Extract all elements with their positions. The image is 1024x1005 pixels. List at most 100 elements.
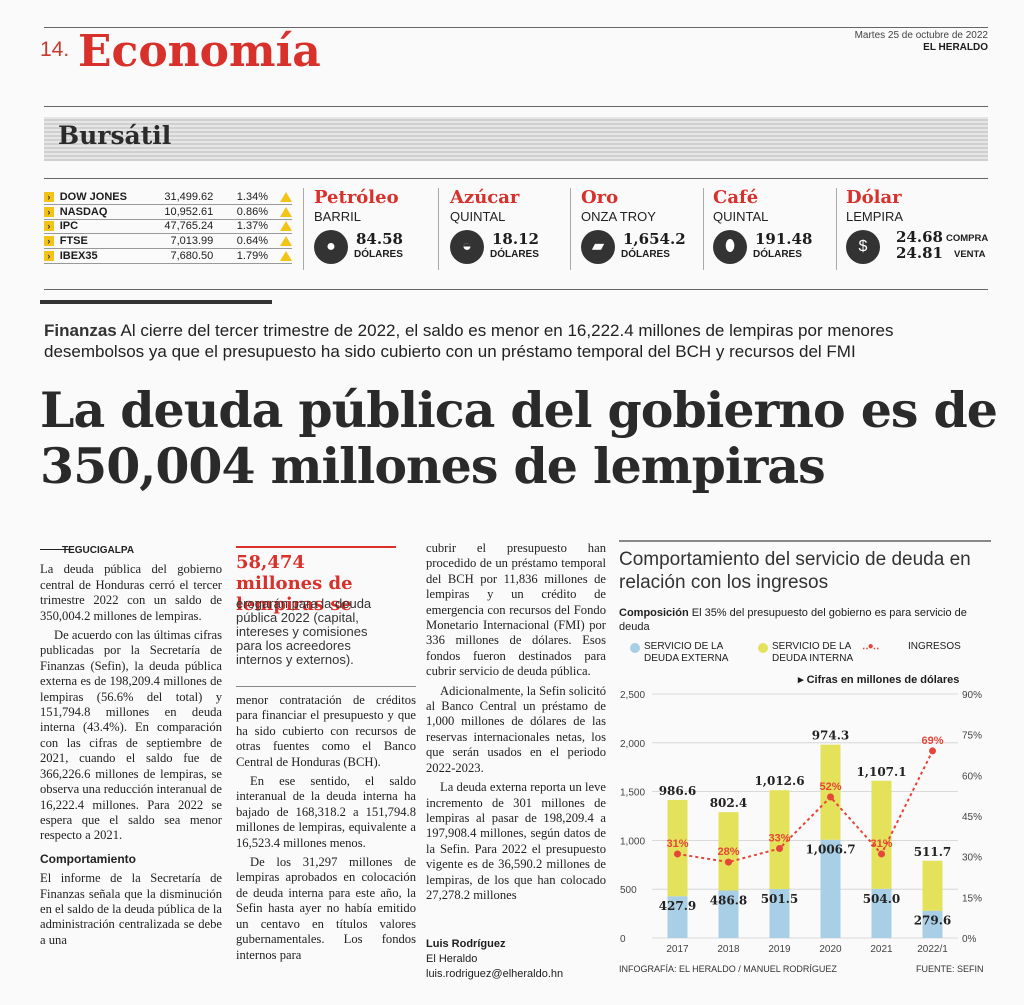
income-label: 31% — [666, 838, 688, 850]
data-label-internal: 986.6 — [659, 784, 697, 798]
byline: Luis Rodríguez El Heraldo luis.rodriguez… — [426, 937, 563, 982]
stock-change: 0.64% — [236, 235, 268, 248]
article-headline: La deuda pública del gobierno es de 350,… — [40, 381, 998, 495]
stock-value: 31,499.62 — [164, 190, 214, 203]
data-label-external: 504.0 — [863, 892, 901, 906]
commodity-unit: QUINTAL — [713, 209, 769, 224]
x-tick-label: 2017 — [666, 944, 689, 954]
pull-quote-bottom-rule — [236, 686, 416, 687]
income-label: 28% — [717, 846, 739, 858]
commodity-unit: ONZA TROY — [581, 209, 656, 224]
x-tick-label: 2019 — [768, 944, 791, 954]
article-kicker: Finanzas Al cierre del tercer trimestre … — [44, 320, 994, 362]
article-column-1: TEGUCIGALPA La deuda pública del gobiern… — [40, 542, 222, 952]
section-title: Economía — [78, 26, 321, 77]
y-tick-label: 0 — [620, 934, 626, 945]
stock-change: 0.86% — [236, 205, 268, 218]
income-label: 31% — [870, 838, 892, 850]
paragraph: De los 31,297 millones de lempiras aprob… — [236, 855, 416, 962]
triangle-up-icon — [279, 251, 292, 262]
commodity-azucar: Azúcar QUINTAL ◒ 18.12 DÓLARES — [450, 188, 578, 270]
paragraph: Adicionalmente, la Sefin solicitó al Ban… — [426, 683, 606, 775]
market-band — [44, 117, 988, 161]
dollar-sell-label: VENTA — [954, 249, 986, 260]
paragraph: La deuda pública del gobierno central de… — [40, 562, 222, 623]
subhead: Comportamiento — [40, 851, 136, 866]
stock-row: › IPC 47,765.24 1.37% — [44, 220, 292, 235]
stock-value: 7,013.99 — [170, 235, 214, 248]
paragraph: De acuerdo con las últimas cifras public… — [40, 628, 222, 843]
data-label-external: 427.9 — [659, 899, 697, 913]
x-tick-label: 2021 — [870, 944, 893, 954]
income-label: 69% — [921, 735, 943, 747]
y2-tick-label: 15% — [962, 893, 982, 904]
commodity-cafe: Café QUINTAL ⬮ 191.48 DÓLARES — [713, 188, 841, 270]
chart-top-rule — [619, 540, 991, 542]
kicker-label: Finanzas — [44, 321, 117, 340]
bar-external — [718, 890, 739, 938]
newspaper-name: EL HERALDO — [923, 42, 988, 53]
data-label-internal: 1,012.6 — [754, 774, 804, 788]
y2-tick-label: 60% — [962, 771, 982, 782]
y-tick-label: 1,000 — [620, 836, 645, 847]
author-email[interactable]: luis.rodriguez@elheraldo.hn — [426, 968, 564, 980]
data-label-external: 1,006.7 — [805, 843, 855, 857]
bar-internal — [769, 790, 790, 890]
coffee-bean-icon: ⬮ — [713, 230, 747, 264]
commodity-currency: DÓLARES — [490, 249, 539, 260]
chart-title: Comportamiento del servicio de deuda en … — [619, 549, 971, 593]
legend-internal: SERVICIO DE LA DEUDA INTERNA — [758, 641, 882, 665]
commodity-value: 18.12 — [492, 230, 539, 248]
bar-internal — [718, 812, 739, 891]
stock-name: FTSE — [59, 235, 88, 248]
paragraph: En ese sentido, el saldo interanual de l… — [236, 774, 416, 850]
bar-internal — [922, 860, 943, 911]
commodity-currency: DÓLARES — [354, 249, 403, 260]
pull-quote-text: erogarán para la deuda pública 2022 (cap… — [236, 596, 372, 667]
chart-credit: INFOGRAFÍA: EL HERALDO / MANUEL RODRÍGUE… — [619, 964, 837, 974]
x-tick-label: 2022/1 — [917, 944, 948, 954]
legend-label: SERVICIO DE LA DEUDA EXTERNA — [644, 641, 729, 664]
stock-change: 1.37% — [236, 220, 268, 233]
stock-change: 1.34% — [236, 190, 268, 203]
income-point — [878, 850, 885, 858]
income-label: 33% — [768, 833, 790, 845]
commodity-value: 1,654.2 — [623, 230, 686, 248]
dateline: TEGUCIGALPA — [62, 545, 135, 556]
y-tick-label: 1,500 — [620, 788, 645, 799]
composition-label: Composición — [619, 607, 689, 619]
paragraph: cubrir el presupuesto han procedido de u… — [426, 541, 606, 679]
commodity-currency: DÓLARES — [753, 249, 802, 260]
stock-name: NASDAQ — [59, 205, 108, 218]
commodity-currency: DÓLARES — [621, 249, 670, 260]
bar-external — [922, 910, 943, 938]
chart-note-text: Cifras en millones de dólares — [806, 674, 960, 686]
legend-income: ‥●‥ INGRESOS — [862, 641, 978, 653]
pull-quote-figure: 58,474 millones de lempiras se — [236, 552, 353, 615]
x-tick-label: 2020 — [819, 944, 842, 954]
income-point — [776, 845, 783, 853]
bar-external — [871, 888, 892, 938]
stock-row: › FTSE 7,013.99 0.64% — [44, 234, 292, 250]
y2-tick-label: 75% — [962, 731, 982, 742]
kicker-bar — [40, 300, 272, 304]
commodity-name: Azúcar — [450, 187, 520, 208]
legend-line-icon: ‥●‥ — [862, 641, 879, 652]
triangle-up-icon — [279, 206, 292, 217]
triangle-right-icon: ▸ — [798, 674, 807, 686]
y-tick-label: 500 — [620, 885, 637, 896]
stock-value: 47,765.24 — [164, 220, 214, 233]
paragraph: menor contratación de créditos para fina… — [236, 693, 416, 769]
data-label-internal: 1,107.1 — [856, 765, 906, 779]
market-section-label: Bursátil — [58, 121, 172, 150]
income-point — [725, 858, 732, 866]
kicker-text: Al cierre del tercer trimestre de 2022, … — [44, 321, 894, 361]
y2-tick-label: 45% — [962, 812, 982, 823]
stock-row: › DOW JONES 31,499.62 1.34% — [44, 190, 292, 205]
income-line — [677, 750, 934, 864]
y2-tick-label: 30% — [962, 853, 982, 864]
chevron-right-icon: › — [44, 221, 54, 232]
triangle-up-icon — [279, 221, 292, 232]
legend-label: INGRESOS — [908, 641, 961, 652]
pull-quote-rule — [236, 546, 396, 548]
